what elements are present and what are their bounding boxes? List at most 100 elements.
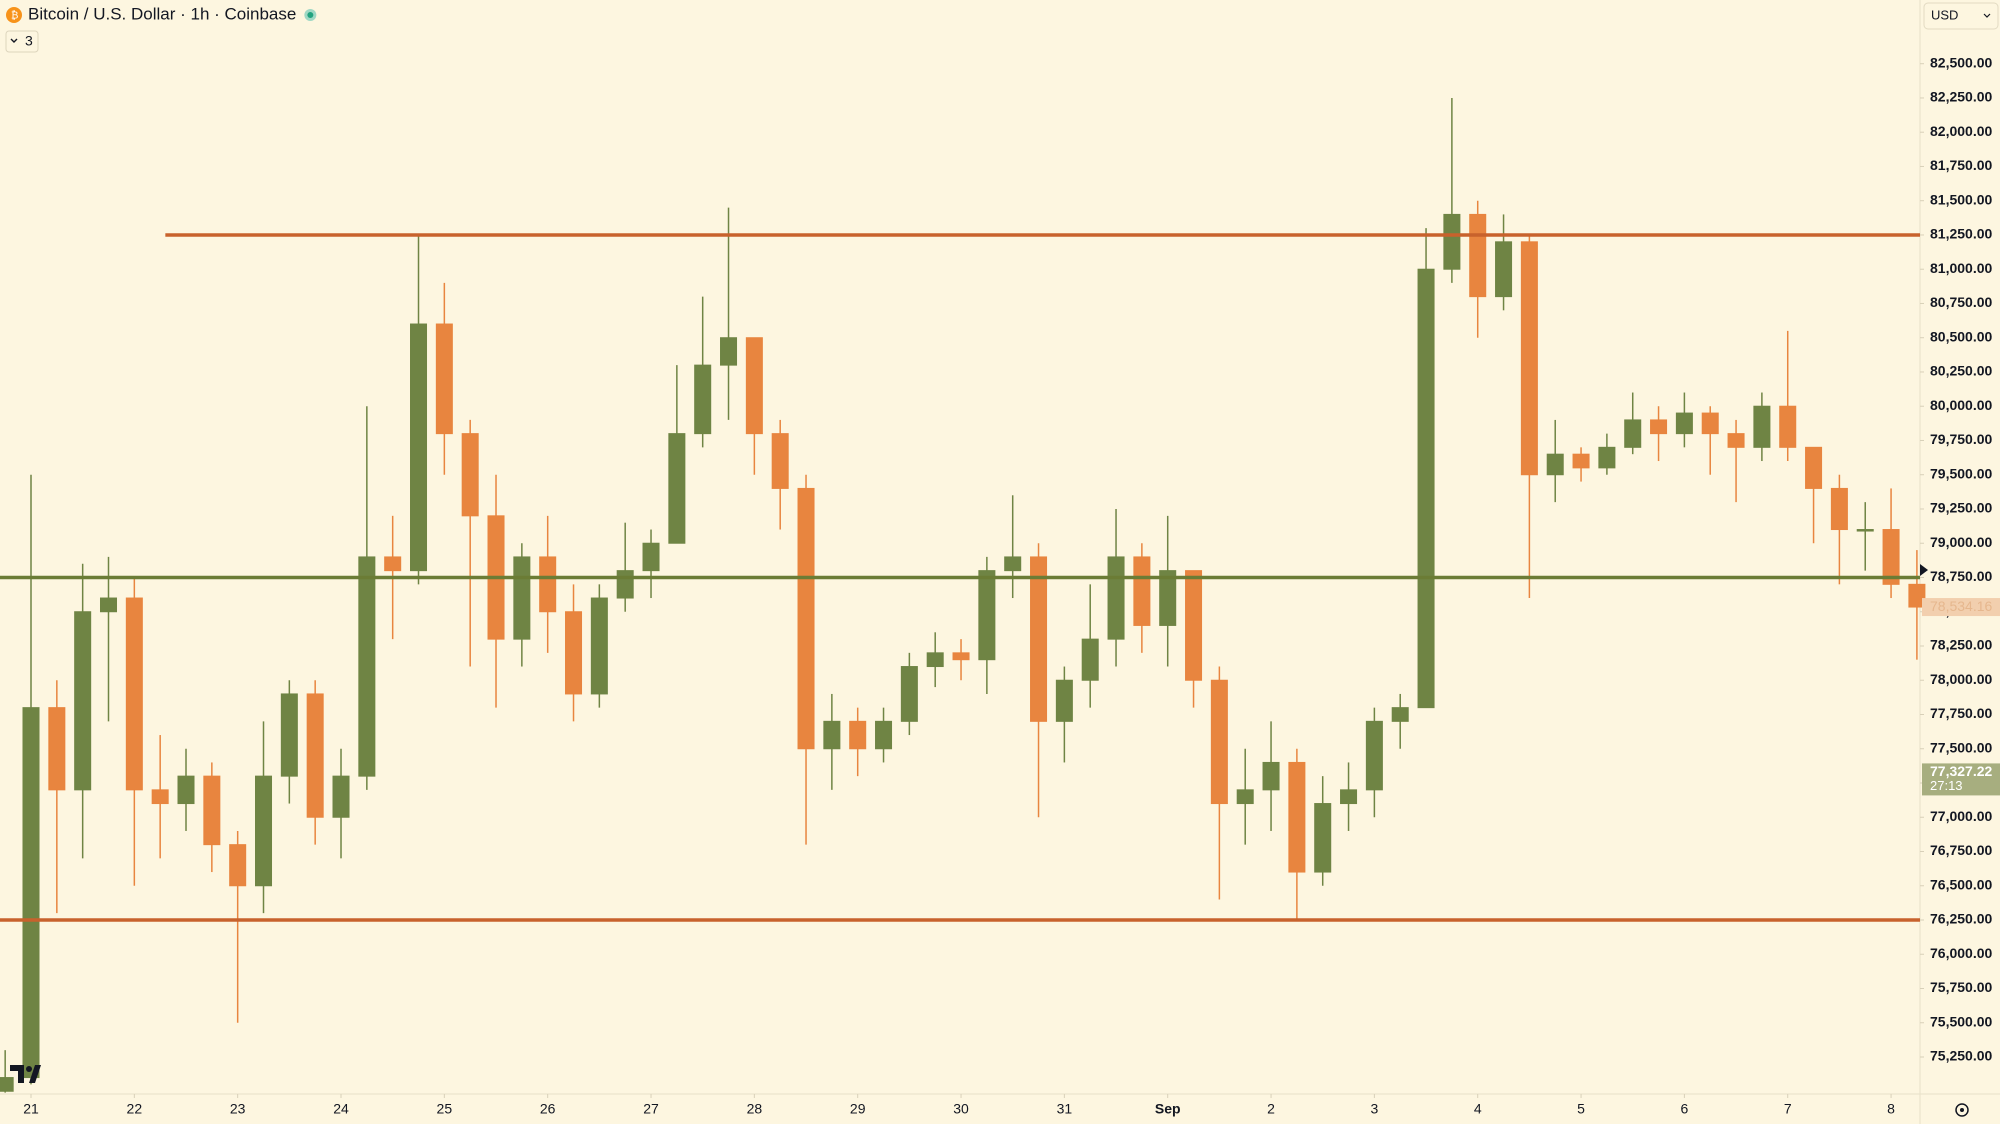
candle-body	[616, 570, 634, 599]
y-tick-label: 82,500.00	[1930, 54, 1992, 70]
candle-body	[1779, 405, 1797, 448]
x-tick-label: 29	[850, 1101, 866, 1117]
symbol-icon-glyph: ₿	[11, 10, 18, 22]
candle-body	[823, 720, 841, 750]
y-tick-label: 79,500.00	[1930, 465, 1992, 481]
y-tick-label: 81,750.00	[1930, 157, 1992, 173]
y-tick-label: 80,750.00	[1930, 294, 1992, 310]
logo-part	[29, 1065, 41, 1083]
price-countdown: 27:13	[1930, 778, 1963, 793]
candle-body	[1262, 761, 1280, 791]
candle-body	[410, 323, 428, 572]
candle-body	[1133, 556, 1151, 626]
candle-body	[1185, 570, 1203, 681]
y-tick-label: 79,250.00	[1930, 500, 1992, 516]
y-tick-label: 75,750.00	[1930, 979, 1992, 995]
candle-body	[1908, 583, 1926, 608]
candle-body	[875, 720, 893, 750]
tradingview-logo[interactable]	[10, 1065, 41, 1083]
y-tick-label: 80,250.00	[1930, 363, 1992, 379]
logo-part	[10, 1065, 24, 1083]
candle-body	[1004, 556, 1022, 572]
candle-body	[694, 364, 712, 435]
x-tick-label: 7	[1784, 1101, 1792, 1117]
candle-body	[720, 337, 738, 366]
price-label-box	[1922, 598, 2000, 617]
candle-body	[1417, 268, 1435, 709]
candle-body	[1675, 412, 1693, 435]
y-tick-label: 79,750.00	[1930, 431, 1992, 447]
candle-body	[1210, 679, 1228, 805]
indicators-count: 3	[25, 33, 33, 49]
y-tick-label: 81,500.00	[1930, 191, 1992, 207]
y-tick-label: 82,250.00	[1930, 89, 1992, 105]
y-tick-label: 78,750.00	[1930, 568, 1992, 584]
candle-body	[1288, 761, 1306, 873]
candle-body	[1081, 638, 1099, 681]
y-tick-label: 76,750.00	[1930, 842, 1992, 858]
candle-body	[99, 597, 118, 613]
candle-body	[900, 666, 918, 722]
symbol-title[interactable]: Bitcoin / U.S. Dollar · 1h · Coinbase	[28, 4, 296, 23]
y-tick-label: 82,000.00	[1930, 123, 1992, 139]
candle-body	[1830, 487, 1848, 531]
candle-body	[1236, 789, 1254, 805]
y-tick-label: 76,000.00	[1930, 945, 1992, 961]
y-tick-label: 81,000.00	[1930, 260, 1992, 276]
candle-body	[565, 611, 583, 695]
y-tick-label: 76,250.00	[1930, 911, 1992, 927]
y-tick-label: 75,500.00	[1930, 1013, 1992, 1029]
candle-body	[203, 775, 221, 846]
settings-icon-core	[1960, 1108, 1964, 1112]
candle-body	[1495, 241, 1513, 298]
currency-button[interactable]	[1923, 2, 1999, 30]
candle-body	[1030, 556, 1048, 722]
x-tick-label: Sep	[1155, 1101, 1181, 1117]
line-marker	[1920, 564, 1928, 576]
candle-body	[1624, 419, 1642, 448]
x-tick-label: 5	[1577, 1101, 1585, 1117]
candle-body	[255, 775, 273, 887]
candle-body	[849, 720, 867, 750]
y-tick-label: 78,250.00	[1930, 637, 1992, 653]
candle-body	[1598, 446, 1616, 469]
x-tick-label: 4	[1474, 1101, 1482, 1117]
x-tick-label: 26	[540, 1101, 556, 1117]
y-tick-label: 80,500.00	[1930, 328, 1992, 344]
x-tick-label: 25	[437, 1101, 453, 1117]
y-tick-label: 79,000.00	[1930, 534, 1992, 550]
y-tick-label: 76,500.00	[1930, 876, 1992, 892]
candle-body	[771, 433, 789, 489]
candle-body	[0, 1077, 14, 1092]
candle-body	[1443, 213, 1461, 270]
x-tick-label: 24	[333, 1101, 349, 1117]
chevron	[1983, 13, 1991, 18]
candle-body	[952, 652, 970, 661]
candle-body	[1107, 556, 1125, 640]
candle-body	[1572, 453, 1590, 469]
candle-body	[1805, 446, 1823, 489]
candle-body	[461, 433, 479, 517]
x-tick-label: 2	[1267, 1101, 1275, 1117]
candle-body	[513, 556, 531, 640]
candle-body	[1055, 679, 1073, 722]
y-tick-label: 81,250.00	[1930, 226, 1992, 242]
candle-body	[1727, 433, 1745, 448]
x-tick-label: 31	[1057, 1101, 1073, 1117]
candle-body	[48, 707, 66, 791]
candle-body	[1314, 803, 1332, 873]
logo-part	[26, 1066, 32, 1072]
candle-body	[539, 556, 557, 613]
candle-body	[797, 487, 815, 750]
x-tick-label: 30	[953, 1101, 969, 1117]
x-tick-label: 3	[1370, 1101, 1378, 1117]
candle-body	[590, 597, 608, 695]
candle-body	[358, 556, 376, 777]
candle-body	[435, 323, 453, 435]
candle-body	[1753, 405, 1771, 448]
settings-icon[interactable]	[1955, 1103, 1969, 1117]
symbol-icon[interactable]	[6, 7, 22, 23]
indicators-toggle[interactable]	[5, 30, 39, 53]
candle-body	[1520, 241, 1538, 476]
candle-body	[306, 693, 324, 818]
